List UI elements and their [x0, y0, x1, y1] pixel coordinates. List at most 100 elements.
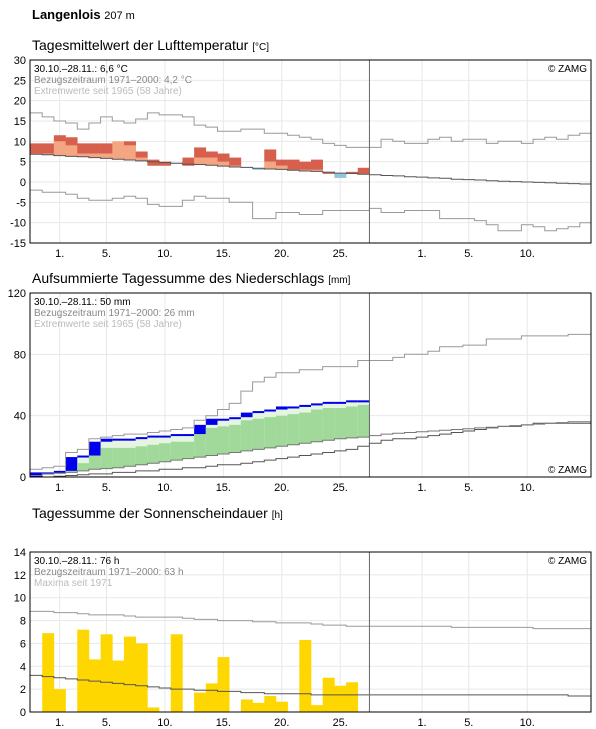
rain-record-bar [357, 400, 370, 403]
sun-bar [299, 640, 312, 712]
temp-bar-very-warm [194, 147, 207, 158]
rain-area-above-normal [112, 447, 125, 468]
temp-ytick-label: -15 [10, 238, 26, 250]
sun-ytick-label: 8 [20, 616, 26, 628]
rain-record-bar [287, 406, 300, 409]
temp-ytick-label: 0 [20, 177, 26, 189]
rain-area-above-normal [322, 408, 335, 441]
temp-xtick-label: 1. [55, 248, 64, 260]
rain-info-line: Bezugszeitraum 1971–2000: 26 mm [34, 308, 195, 319]
temp-plot-border [29, 59, 592, 244]
rain-xtick-label: 25. [333, 482, 348, 494]
rain-panel-title: Aufsummierte Tagessumme des Niederschlag… [32, 270, 350, 286]
sun-info-line: Bezugszeitraum 1971–2000: 63 h [34, 567, 184, 578]
temp-zamg-watermark: © ZAMG [548, 64, 587, 75]
temp-bar-warm [42, 153, 55, 155]
sun-ytick-label: 10 [14, 593, 26, 605]
rain-area-above-normal [229, 424, 242, 453]
sun-bar [240, 699, 253, 712]
sun-bar [252, 702, 265, 712]
sun-panel-title: Tagessumme der Sonnenscheindauer [h] [32, 505, 283, 521]
precipitation-chart: 0 40 80 120 1. 5. 10. 15. 20. 25. 1. 5. 10. 30.10.–28… [8, 288, 592, 494]
rain-ytick-label: 120 [8, 288, 26, 300]
rain-record-bar [217, 418, 230, 421]
rain-record-bar [30, 472, 43, 477]
sun-bar [100, 634, 113, 712]
rain-ytick-label: 40 [14, 411, 26, 423]
rain-ytick-label: 0 [20, 472, 26, 484]
rain-record-bar [205, 418, 218, 425]
sun-ytick-label: 0 [20, 707, 26, 719]
rain-info-line: 30.10.–28.11.: 50 mm [34, 297, 131, 308]
temp-bar-warm [124, 145, 136, 161]
rain-area-above-normal [287, 414, 300, 445]
temp-xtick-label: 1. [417, 248, 426, 260]
sun-xtick-label: 5. [102, 717, 111, 729]
sun-bar [334, 685, 347, 712]
sun-title: Tagessumme der Sonnenscheindauer [32, 505, 268, 521]
rain-record-bar [229, 417, 242, 420]
rain-area-above-normal [194, 434, 207, 458]
temp-bar-warm [88, 153, 101, 158]
rain-record-bar [346, 400, 359, 403]
rain-record-bar [322, 401, 335, 404]
sun-bar [346, 682, 359, 712]
sunshine-chart: 0 2 4 6 8 10 12 14 1. 5. 10. 15. 20. 25. 1. 5. 10. 30.10.… [14, 547, 592, 729]
rain-area-above-normal [182, 441, 195, 459]
temp-bar-very-warm [182, 157, 195, 166]
temp-bar-warm [77, 153, 90, 157]
sun-bar [42, 633, 55, 712]
temp-bar-warm [112, 141, 125, 160]
temp-info-line: 30.10.–28.11.: 6,6 °C [34, 64, 128, 75]
temp-bar-very-warm [346, 171, 359, 174]
temp-bar-very-warm [264, 149, 277, 162]
temp-bar-very-warm [322, 171, 335, 174]
temp-xtick-label: 10. [520, 248, 535, 260]
sun-xtick-label: 1. [55, 717, 64, 729]
rain-area-above-normal [100, 447, 113, 469]
temp-bar-very-warm [311, 159, 323, 170]
sun-bar [135, 643, 148, 712]
rain-area-above-normal [147, 444, 160, 464]
temp-bar-very-warm [42, 143, 55, 154]
sun-bar [124, 636, 136, 712]
temp-xtick-label: 5. [102, 248, 111, 260]
temp-info-line: Bezugszeitraum 1971–2000: 4,2 °C [34, 75, 192, 86]
rain-record-bar [77, 455, 90, 458]
temp-bar-warm [53, 141, 66, 156]
rain-area-above-normal [311, 409, 323, 442]
sun-bar [311, 705, 323, 712]
temp-info-line: Extremwerte seit 1965 (58 Jahre) [34, 86, 182, 97]
station-header: Langenlois 207 m [32, 7, 135, 22]
sun-xtick-label: 10. [157, 717, 172, 729]
sun-unit: [h] [271, 510, 283, 521]
sun-info-line: 30.10.–28.11.: 76 h [34, 556, 119, 567]
temp-bar-warm [205, 157, 218, 166]
temp-xtick-label: 5. [464, 248, 473, 260]
rain-zamg-watermark: © ZAMG [548, 465, 587, 476]
sun-bar [147, 707, 160, 712]
temp-bar-very-warm [30, 143, 43, 154]
temp-xtick-label: 10. [157, 248, 172, 260]
temp-bar-warm [299, 169, 312, 172]
rain-area-above-normal [205, 427, 218, 456]
rain-record-bar [53, 470, 66, 473]
temp-bar-warm [194, 157, 207, 165]
rain-xtick-label: 10. [520, 482, 535, 494]
temp-bar-cold [252, 168, 265, 170]
sun-bar [53, 689, 66, 712]
sun-max-extreme-line [30, 610, 592, 630]
temp-xtick-label: 25. [333, 248, 348, 260]
temp-bar-very-warm [135, 151, 148, 158]
temp-xtick-label: 20. [274, 248, 289, 260]
rain-xtick-label: 1. [417, 482, 426, 494]
temp-bar-very-warm [275, 159, 288, 166]
temp-ytick-label: 30 [14, 55, 26, 67]
rain-xtick-label: 5. [102, 482, 111, 494]
rain-record-bar [124, 438, 136, 441]
rain-record-bar [135, 437, 148, 440]
temp-bar-warm [65, 145, 78, 157]
temp-ytick-label: -10 [10, 218, 26, 230]
sun-xtick-label: 1. [417, 717, 426, 729]
rain-record-bar [112, 438, 125, 441]
